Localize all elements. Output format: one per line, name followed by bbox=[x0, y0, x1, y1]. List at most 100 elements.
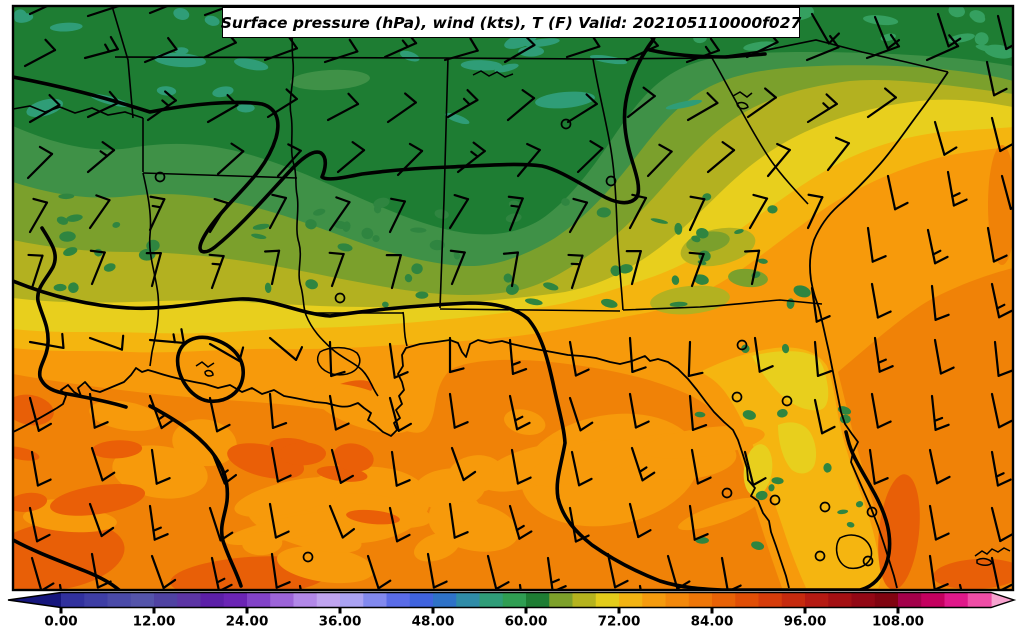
wind-barb-halftick bbox=[104, 43, 111, 53]
wind-barb-tick bbox=[285, 88, 298, 101]
wind-barb-staff bbox=[826, 142, 851, 172]
colorbar-tick bbox=[524, 607, 528, 614]
temperature-speckle bbox=[503, 273, 513, 283]
wind-barb-tick bbox=[166, 36, 178, 51]
wind-barb-staff bbox=[510, 448, 520, 485]
wind-barb-tick bbox=[271, 421, 288, 429]
wind-barb-staff bbox=[388, 506, 399, 543]
wind-barb-staff bbox=[23, 48, 57, 68]
wind-barb-tick bbox=[287, 143, 302, 152]
wind-barb-halftick bbox=[514, 415, 524, 422]
wind-barb-staff bbox=[330, 448, 342, 484]
wind-barb-tick bbox=[585, 93, 598, 106]
wind-barb-staff bbox=[866, 96, 897, 119]
colorbar-band bbox=[84, 592, 109, 608]
wind-barb-tick bbox=[37, 422, 53, 432]
wind-barb-tick bbox=[119, 6, 122, 7]
temperature-speckle bbox=[793, 285, 811, 298]
wind-barb-tick bbox=[876, 310, 892, 319]
wind-barb-staff bbox=[720, 556, 729, 590]
wind-barb-tick bbox=[721, 141, 736, 152]
wind-barb-tick bbox=[526, 142, 541, 152]
wind-barb-tick bbox=[952, 198, 968, 207]
wind-barb-staff bbox=[328, 394, 338, 431]
colorbar-tick-label: 96.00 bbox=[784, 614, 827, 630]
wind-barb-staff bbox=[263, 47, 299, 62]
wind-barb-tick bbox=[873, 477, 889, 485]
pressure-isobar bbox=[148, 404, 243, 588]
colorbar-band bbox=[456, 592, 481, 608]
wind-barb-tick bbox=[577, 477, 593, 487]
colorbar-band bbox=[874, 592, 899, 608]
wind-barb-tick bbox=[404, 92, 417, 104]
colorbar-over-arrow bbox=[991, 592, 1014, 608]
wind-barbs bbox=[23, 6, 1013, 590]
wind-barb-tick bbox=[996, 478, 1012, 487]
state-border bbox=[439, 308, 621, 312]
temperature-speckle bbox=[429, 239, 445, 251]
wind-barb-staff bbox=[690, 448, 700, 485]
wind-barb-staff bbox=[390, 450, 398, 487]
colorbar-band bbox=[247, 592, 271, 608]
wind-barb-tick bbox=[274, 530, 290, 539]
colorbar-band bbox=[572, 592, 597, 608]
wind-barb-staff bbox=[148, 338, 185, 345]
wind-barb-staff bbox=[30, 450, 40, 487]
wind-barb-tick bbox=[572, 197, 589, 204]
wind-barb-staff bbox=[806, 196, 824, 230]
wind-barb-staff bbox=[865, 45, 901, 60]
wind-barb-staff bbox=[90, 446, 104, 482]
state-border bbox=[622, 299, 823, 311]
wind-barb-staff bbox=[690, 252, 705, 288]
colorbar-band bbox=[967, 592, 992, 608]
temperature-speckle bbox=[50, 484, 146, 516]
wind-barb-tick bbox=[687, 371, 704, 378]
colorbar-tick-label: 84.00 bbox=[691, 614, 734, 630]
wind-barb-staff bbox=[216, 150, 245, 176]
colorbar-band bbox=[619, 592, 643, 608]
temperature-speckle bbox=[751, 541, 765, 550]
pressure-isobar bbox=[648, 48, 767, 59]
wind-barb-staff bbox=[990, 506, 1002, 543]
temperature-speckle bbox=[234, 58, 269, 71]
wind-barb-tick bbox=[948, 34, 960, 48]
calm-wind-circle bbox=[605, 175, 617, 187]
calm-wind-circle bbox=[721, 487, 733, 499]
wind-barb-tick bbox=[658, 143, 673, 153]
wind-barb-staff bbox=[996, 14, 1008, 51]
wind-barb-staff bbox=[150, 554, 165, 590]
temperature-speckle bbox=[252, 223, 270, 230]
temperature-speckle bbox=[112, 221, 121, 228]
wind-barb-tick bbox=[893, 201, 909, 211]
temperature-speckle bbox=[781, 343, 790, 354]
wind-barb-staff bbox=[143, 48, 178, 64]
wind-barb-staff bbox=[630, 250, 642, 286]
wind-barb-tick bbox=[827, 32, 840, 45]
wind-barb-tick bbox=[61, 332, 65, 350]
wind-barb-tick bbox=[706, 92, 719, 105]
temperature-speckle bbox=[91, 440, 143, 459]
wind-barb-tick bbox=[999, 583, 1013, 590]
colorbar-band bbox=[340, 592, 364, 608]
calm-wind-circle bbox=[731, 391, 743, 403]
wind-barb-staff bbox=[268, 196, 288, 230]
state-border bbox=[142, 172, 298, 179]
wind-barb-staff bbox=[383, 42, 418, 59]
colorbar-band bbox=[595, 592, 620, 608]
wind-barb-tick bbox=[276, 474, 292, 483]
wind-barb-staff bbox=[88, 336, 124, 351]
wind-barb-staff bbox=[508, 504, 521, 540]
temperature-speckle bbox=[59, 231, 76, 242]
wind-barb-staff bbox=[646, 150, 673, 178]
wind-barb-staff bbox=[873, 336, 881, 373]
wind-barb-tick bbox=[589, 140, 604, 150]
calm-wind-circle bbox=[862, 555, 874, 567]
wind-barb-tick bbox=[515, 421, 531, 431]
temperature-speckle bbox=[279, 442, 327, 466]
wind-barb-staff bbox=[30, 254, 44, 290]
wind-barb-tick bbox=[511, 367, 528, 375]
wind-barb-staff bbox=[706, 149, 736, 174]
wind-barb-halftick bbox=[462, 97, 471, 106]
colorbar-band bbox=[177, 592, 202, 608]
lake-outline bbox=[204, 369, 214, 377]
